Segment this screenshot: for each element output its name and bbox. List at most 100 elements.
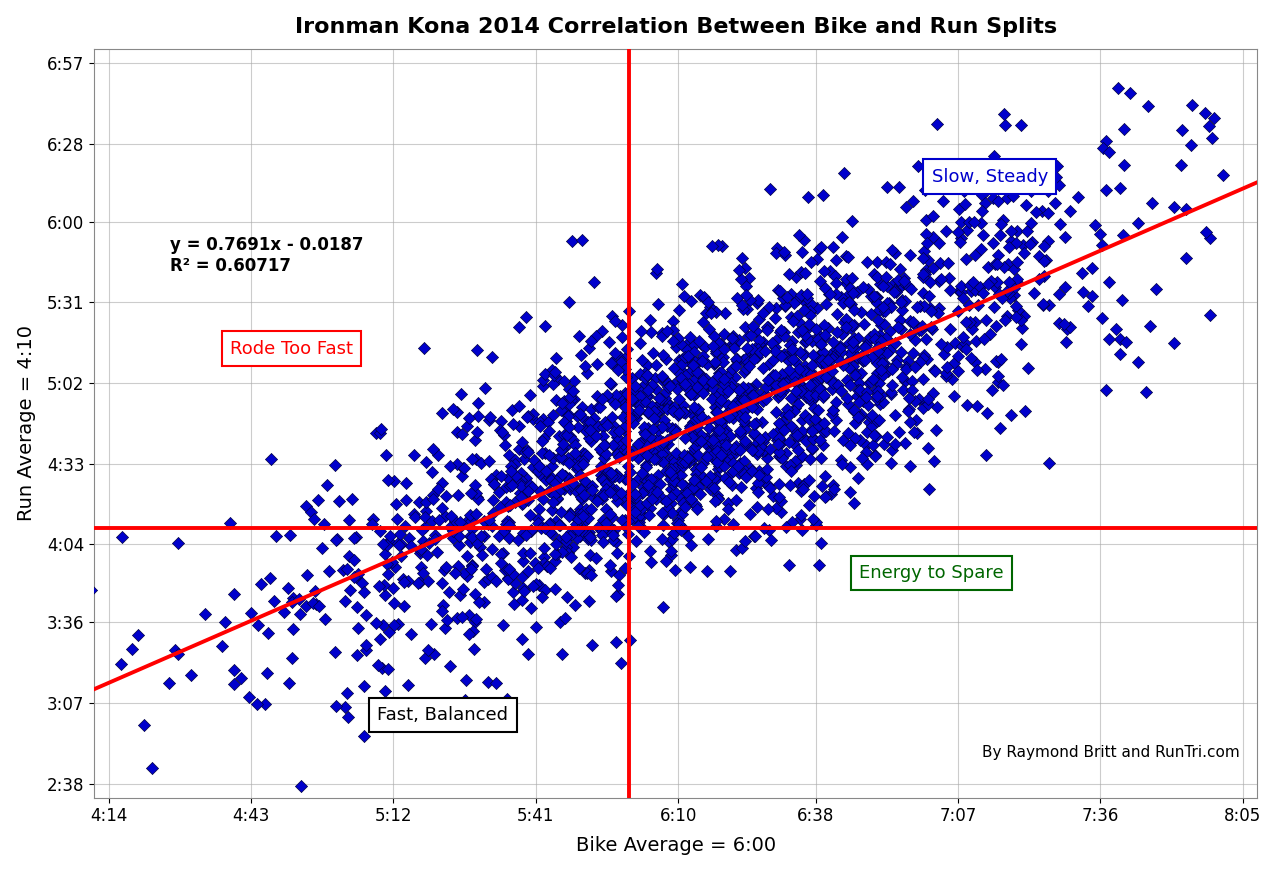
Point	[844, 330, 864, 344]
Point	[640, 430, 660, 444]
Point	[1020, 216, 1041, 230]
Point	[675, 501, 695, 514]
Point	[799, 392, 819, 405]
Point	[518, 481, 539, 495]
Point	[815, 371, 836, 385]
Point	[553, 437, 573, 451]
Point	[600, 376, 621, 390]
Point	[296, 499, 316, 513]
Point	[892, 303, 913, 317]
Point	[910, 299, 931, 313]
Point	[312, 542, 333, 555]
Point	[804, 489, 824, 503]
Point	[512, 526, 532, 540]
Point	[773, 376, 794, 390]
Point	[580, 529, 600, 543]
Point	[675, 406, 695, 420]
Point	[475, 381, 495, 395]
Point	[698, 295, 718, 309]
Point	[600, 563, 621, 577]
Point	[620, 634, 640, 648]
Point	[605, 397, 626, 411]
Point	[781, 287, 801, 301]
Point	[719, 429, 740, 443]
Point	[495, 480, 516, 494]
Point	[550, 450, 571, 464]
Point	[842, 359, 863, 373]
Point	[714, 372, 735, 386]
Point	[745, 400, 765, 414]
Point	[925, 423, 946, 437]
Point	[804, 378, 824, 392]
Point	[913, 250, 933, 264]
Point	[663, 314, 684, 328]
Point	[726, 439, 746, 453]
Point	[776, 446, 796, 460]
Point	[815, 490, 836, 504]
Point	[691, 433, 712, 447]
Point	[718, 442, 739, 456]
Point	[568, 460, 589, 473]
Point	[881, 344, 901, 358]
Point	[845, 368, 865, 382]
Point	[968, 282, 988, 296]
Point	[771, 506, 791, 520]
Point	[833, 316, 854, 330]
Point	[901, 283, 922, 296]
Point	[630, 498, 650, 512]
Point	[820, 373, 841, 387]
Point	[637, 384, 658, 398]
Point	[559, 398, 580, 412]
Point	[531, 521, 552, 535]
Point	[543, 527, 563, 541]
Point	[762, 378, 782, 392]
Point	[640, 472, 660, 486]
Point	[547, 537, 567, 551]
Point	[549, 429, 570, 443]
Point	[637, 358, 658, 372]
Point	[428, 481, 448, 495]
Point	[460, 411, 480, 425]
Point	[988, 287, 1009, 301]
Point	[390, 548, 411, 562]
Point	[541, 363, 562, 377]
Point	[735, 436, 755, 450]
Point	[335, 700, 356, 714]
Point	[768, 437, 788, 451]
Point	[411, 542, 431, 556]
Point	[483, 493, 503, 507]
Point	[672, 357, 692, 371]
Point	[596, 515, 617, 529]
Point	[759, 300, 780, 314]
Point	[1044, 195, 1065, 209]
Point	[882, 362, 902, 376]
Point	[987, 369, 1007, 383]
Point	[652, 326, 672, 340]
Point	[732, 302, 753, 316]
Point	[552, 505, 572, 519]
Point	[485, 677, 506, 691]
Point	[675, 450, 695, 464]
Point	[435, 621, 456, 635]
Point	[513, 453, 534, 467]
Point	[776, 520, 796, 534]
Point	[479, 413, 499, 427]
Point	[895, 360, 915, 374]
Text: Rode Too Fast: Rode Too Fast	[230, 339, 353, 358]
Point	[705, 388, 726, 402]
Point	[628, 514, 649, 528]
Point	[305, 583, 325, 597]
Point	[394, 576, 415, 589]
Point	[908, 159, 928, 173]
Point	[460, 564, 480, 578]
Point	[708, 462, 728, 476]
Point	[801, 389, 822, 403]
Point	[774, 329, 795, 343]
Point	[704, 430, 724, 444]
Point	[864, 267, 884, 281]
Point	[799, 412, 819, 426]
Point	[575, 566, 595, 580]
Point	[769, 432, 790, 446]
Point	[301, 506, 321, 520]
Point	[864, 428, 884, 442]
